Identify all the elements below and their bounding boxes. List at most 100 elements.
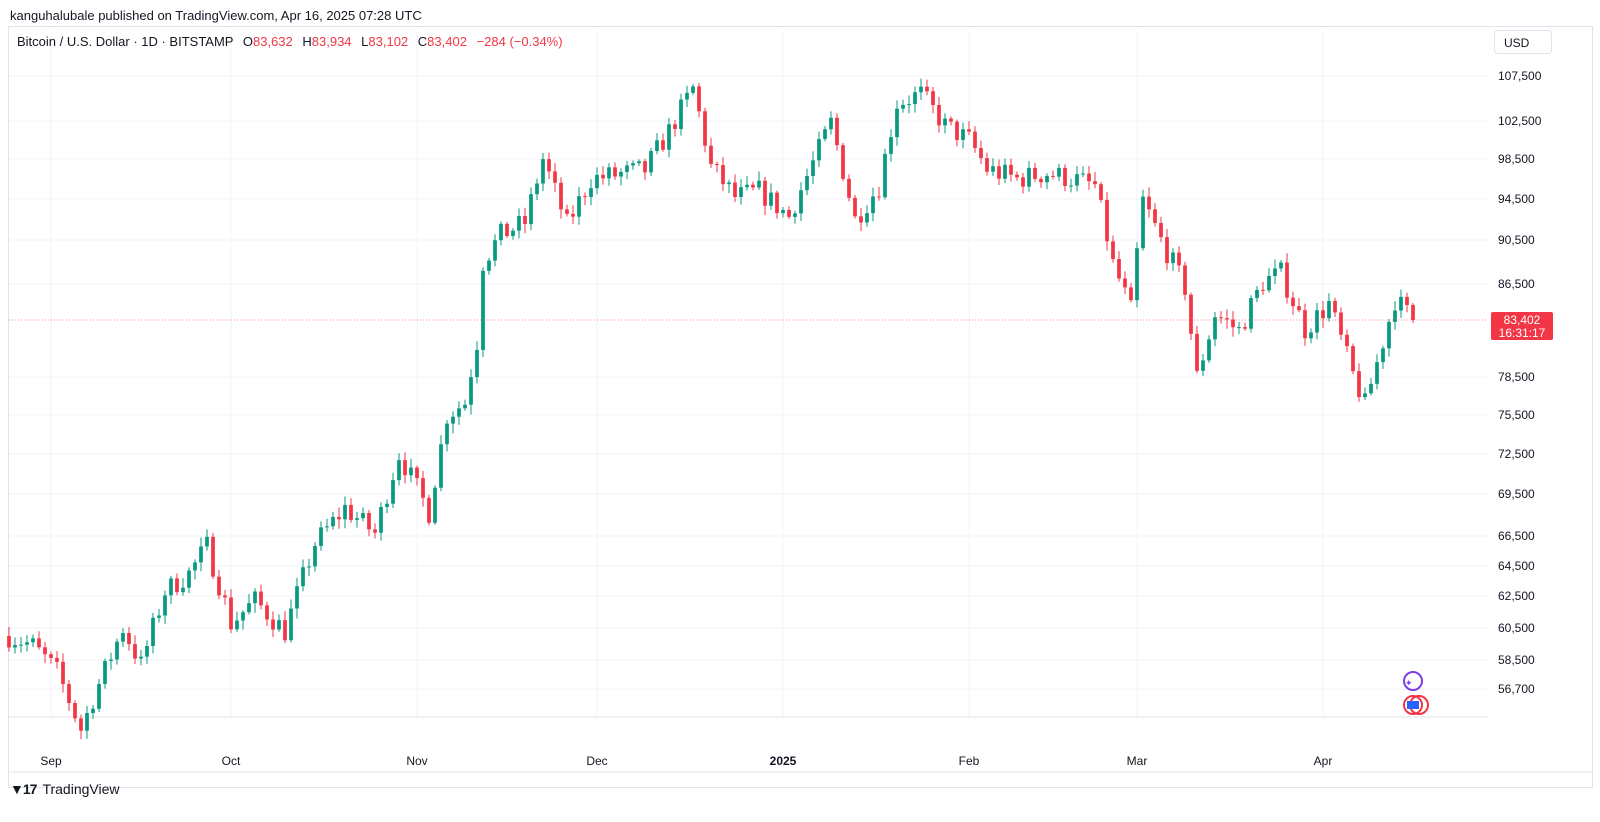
chart-frame[interactable] xyxy=(8,26,1593,788)
candle-body xyxy=(1375,362,1379,384)
candle-body xyxy=(625,165,629,172)
low-label: L xyxy=(361,34,369,49)
candle-body xyxy=(487,260,491,271)
candle-body xyxy=(1123,278,1127,288)
currency-button[interactable]: USD xyxy=(1494,30,1552,54)
candle-body xyxy=(871,196,875,214)
candle-body xyxy=(1393,310,1397,322)
candle-body xyxy=(679,99,683,129)
candle-body xyxy=(421,478,425,498)
candle-body xyxy=(109,659,113,661)
candle-body xyxy=(1003,164,1007,179)
candle-body xyxy=(1333,300,1337,313)
candle-body xyxy=(547,159,551,172)
candle-body xyxy=(661,140,665,150)
candle-body xyxy=(1339,312,1343,335)
price-tick-label: 90,500 xyxy=(1498,233,1535,247)
candle-body xyxy=(841,145,845,179)
candle-body xyxy=(331,516,335,527)
candle-body xyxy=(1039,178,1043,183)
candle-body xyxy=(715,163,719,166)
candle-body xyxy=(1303,310,1307,339)
candle-body xyxy=(1069,185,1073,187)
high-value: 83,934 xyxy=(311,34,352,49)
price-tag-box xyxy=(1491,312,1553,341)
candle-body xyxy=(877,196,881,198)
candle-body xyxy=(865,213,869,223)
candle-body xyxy=(469,377,473,405)
price-tag-value: 83,402 xyxy=(1504,313,1541,327)
candle-body xyxy=(79,718,83,731)
candle-body xyxy=(1093,181,1097,185)
close-value: 83,402 xyxy=(427,34,467,49)
candle-body xyxy=(145,646,149,657)
candle-body xyxy=(649,151,653,173)
candle-body xyxy=(1129,287,1133,301)
candle-body xyxy=(1081,173,1085,175)
candle-body xyxy=(673,124,677,129)
price-axis: 107,500 102,500 98,500 94,500 90,500 86,500 78… xyxy=(1498,69,1542,696)
candle-body xyxy=(307,566,311,568)
candle-body xyxy=(733,182,737,197)
candle-body xyxy=(1399,296,1403,311)
candle-body xyxy=(787,209,791,217)
candle-body xyxy=(91,708,95,714)
candle-body xyxy=(25,642,29,645)
candle-body xyxy=(697,86,701,112)
candle-body xyxy=(937,104,941,126)
candle-body xyxy=(913,92,917,105)
candle-body xyxy=(313,545,317,567)
candle-body xyxy=(1411,305,1415,321)
candle-body xyxy=(1009,164,1013,175)
candle-body xyxy=(991,166,995,172)
candle-body xyxy=(709,145,713,164)
tradingview-logo[interactable]: ▼17 TradingView xyxy=(10,781,119,797)
candle-body xyxy=(775,192,779,214)
candle-body xyxy=(61,661,65,685)
candle-body xyxy=(361,513,365,519)
candle-body xyxy=(127,633,131,645)
candle-body xyxy=(373,529,377,533)
candle-body xyxy=(517,216,521,231)
candle-body xyxy=(229,597,233,630)
price-tick-label: 72,500 xyxy=(1498,447,1535,461)
candle-body xyxy=(415,467,419,479)
candle-body xyxy=(1357,371,1361,398)
candle-body xyxy=(895,108,899,138)
candle-body xyxy=(901,104,905,109)
time-tick-label: 2025 xyxy=(770,754,797,768)
candle-body xyxy=(463,404,467,409)
candle-body xyxy=(619,171,623,177)
change-value: −284 (−0.34%) xyxy=(476,34,563,49)
price-tick-label: 107,500 xyxy=(1498,69,1542,83)
candle-body xyxy=(67,684,71,704)
price-tag-countdown: 16:31:17 xyxy=(1499,326,1546,340)
candle-body xyxy=(793,213,797,217)
candle-body xyxy=(1231,319,1235,328)
candle-body xyxy=(997,166,1001,179)
candle-body xyxy=(193,562,197,571)
candle-body xyxy=(121,633,125,642)
candle-body xyxy=(1111,241,1115,259)
candle-body xyxy=(97,683,101,709)
candle-body xyxy=(283,620,287,641)
candle-body xyxy=(727,182,731,185)
candle-body xyxy=(1219,317,1223,319)
candle-body xyxy=(1285,262,1289,298)
candle-body xyxy=(505,223,509,236)
candle-body xyxy=(1207,339,1211,361)
candle-body xyxy=(157,615,161,618)
candle-body xyxy=(1351,346,1355,372)
candle-body xyxy=(955,121,959,140)
candle-body xyxy=(1117,258,1121,279)
candle-body xyxy=(1267,276,1271,291)
candle-body xyxy=(133,644,137,659)
candle-body xyxy=(445,423,449,445)
candle-body xyxy=(655,140,659,152)
candle-body xyxy=(925,86,929,92)
candle-body xyxy=(1099,184,1103,200)
candle-body xyxy=(967,129,971,132)
candle-body xyxy=(493,240,497,261)
